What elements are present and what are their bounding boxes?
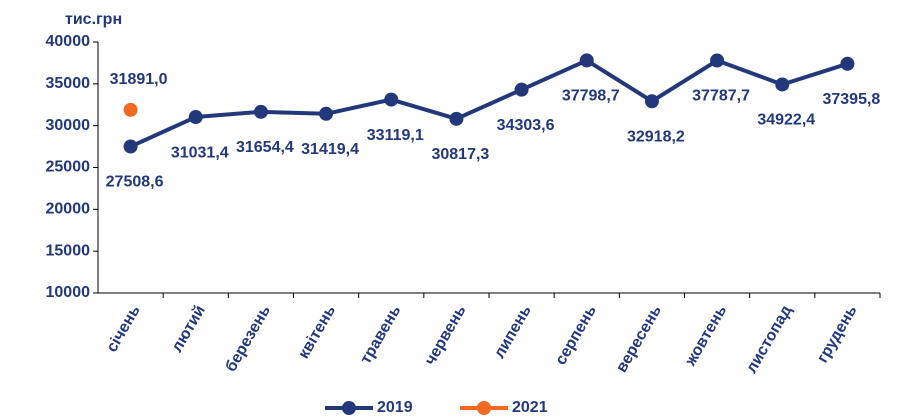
y-tick-label: 25000: [46, 159, 91, 176]
x-tick-label: червень: [422, 302, 470, 368]
x-tick-label: квітень: [295, 302, 339, 361]
x-tick-label: січень: [103, 302, 143, 355]
data-point: [253, 104, 268, 119]
data-label: 34922,4: [757, 112, 815, 129]
data-point: [123, 139, 138, 154]
data-label: 37798,7: [562, 88, 620, 105]
data-point: [384, 92, 399, 107]
data-point: [188, 110, 203, 125]
y-tick-label: 10000: [46, 284, 91, 301]
data-label: 31654,4: [236, 139, 294, 156]
y-tick-label: 15000: [46, 242, 91, 259]
x-tick-label: грудень: [814, 302, 860, 365]
data-point: [514, 82, 529, 97]
data-point: [644, 94, 659, 109]
legend-marker: [342, 401, 356, 415]
data-label: 31419,4: [301, 141, 359, 158]
x-tick-label: липень: [491, 302, 535, 361]
data-point: [123, 102, 138, 117]
data-label: 34303,6: [497, 117, 555, 134]
legend-label: 2021: [512, 399, 548, 416]
data-label: 37787,7: [692, 88, 750, 105]
y-tick-label: 20000: [46, 201, 91, 218]
x-tick-label: листопад: [743, 303, 795, 376]
x-tick-label: вересень: [613, 302, 665, 375]
x-tick-label: серпень: [552, 302, 600, 367]
x-tick-label: травень: [357, 302, 404, 367]
data-point: [319, 106, 334, 121]
y-tick-label: 30000: [46, 117, 91, 134]
data-point: [775, 77, 790, 92]
data-label: 30817,3: [431, 146, 489, 163]
data-label: 31031,4: [171, 144, 229, 161]
data-point: [840, 56, 855, 71]
legend-label: 2019: [377, 399, 413, 416]
x-tick-label: березень: [223, 302, 275, 374]
data-label: 32918,2: [627, 128, 685, 145]
data-point: [710, 53, 725, 68]
data-label: 27508,6: [106, 174, 164, 191]
y-axis-title: тис.грн: [65, 11, 122, 28]
data-label: 37395,8: [822, 91, 880, 108]
data-label: 33119,1: [367, 127, 424, 144]
y-tick-label: 35000: [46, 75, 91, 92]
data-point: [579, 53, 594, 68]
data-label: 31891,0: [110, 71, 168, 88]
series-line: [129, 58, 849, 149]
legend-marker: [477, 401, 491, 415]
x-tick-label: жовтень: [682, 302, 731, 369]
x-tick-label: лютий: [169, 303, 209, 356]
data-point: [449, 111, 464, 126]
y-tick-label: 40000: [46, 33, 91, 50]
